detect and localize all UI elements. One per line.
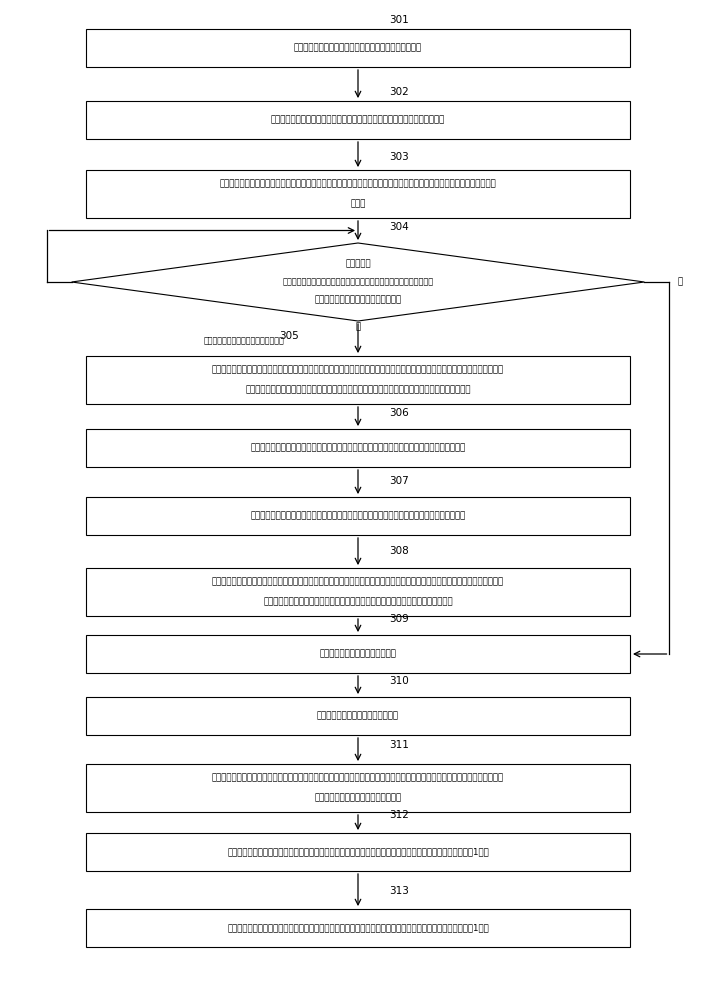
Text: 305: 305 [279, 331, 299, 341]
Text: 是否还有未进行可用性确定的预约时段: 是否还有未进行可用性确定的预约时段 [314, 296, 402, 304]
Text: 303: 303 [389, 152, 409, 162]
Text: 针对所述业务对象的第二线路服务时段: 针对所述业务对象的第二线路服务时段 [314, 794, 402, 802]
Text: 接收用户终端发送的选择的预约时段: 接收用户终端发送的选择的预约时段 [317, 712, 399, 720]
Text: 310: 310 [389, 676, 409, 686]
Text: 306: 306 [389, 408, 409, 418]
Text: 根据该未进行可用性确定的预约时段和所述配送时长，确定每一所述物流节点的标识所表示的物流节点针对所述业务对象的第一节: 根据该未进行可用性确定的预约时段和所述配送时长，确定每一所述物流节点的标识所表示… [212, 365, 504, 374]
Bar [86, 697, 630, 735]
Text: 是: 是 [355, 322, 361, 331]
Text: 判断从所述: 判断从所述 [345, 259, 371, 268]
Text: 301: 301 [389, 15, 409, 25]
Bar [86, 833, 630, 871]
Bar [86, 101, 630, 139]
Text: 在获得的每一物流节点的可用预约容量和每一物流线路的可用预约容量均大于设定值时，确定该未进行可用性确定的预约时段为可: 在获得的每一物流节点的可用预约容量和每一物流线路的可用预约容量均大于设定值时，确… [212, 578, 504, 586]
Text: 查询物流节点预约容量表，获得每一所述物流节点在其对应的第一节点服务时段的可用预约容量: 查询物流节点预约容量表，获得每一所述物流节点在其对应的第一节点服务时段的可用预约… [251, 444, 465, 452]
Text: 308: 308 [389, 546, 409, 556]
Text: 309: 309 [389, 614, 409, 624]
Bar [86, 429, 630, 467]
Bar [86, 764, 630, 812]
Text: 修改所述物流线路预约容量表，针对每一所述物流线路，对其对应的第二线路服务时段的可用预约容量执行减1操作: 修改所述物流线路预约容量表，针对每一所述物流线路，对其对应的第二线路服务时段的可… [227, 924, 489, 932]
Bar [86, 29, 630, 67]
Bar [86, 909, 630, 947]
Text: 向所述用户终端发送预约响应消息: 向所述用户终端发送预约响应消息 [319, 650, 397, 658]
Text: 307: 307 [389, 476, 409, 486]
Bar [86, 497, 630, 535]
Bar [86, 568, 630, 616]
Text: 311: 311 [389, 740, 409, 750]
Text: 313: 313 [389, 886, 409, 896]
Polygon shape [72, 243, 644, 321]
Text: 查询物流线路预约容量表，获得每一所述物流线路在其对应的第一线路服务时段的可用预约容量: 查询物流线路预约容量表，获得每一所述物流线路在其对应的第一线路服务时段的可用预约… [251, 512, 465, 520]
Text: 312: 312 [389, 810, 409, 820]
Bar [86, 356, 630, 404]
Text: 根据所述配送时长和所述选择的预约时段，确定每一所述物流节点针对所述业务对象的第二节点服务时段，以及每一所述物流线路: 根据所述配送时长和所述选择的预约时段，确定每一所述物流节点针对所述业务对象的第二… [212, 774, 504, 782]
Bar [86, 170, 630, 218]
Text: 304: 304 [389, 222, 409, 232]
Text: 服务器接收用户终端发送的针对业务对象的预约请求消息: 服务器接收用户终端发送的针对业务对象的预约请求消息 [294, 43, 422, 52]
Text: 修改所述物流节点预约容量表，针对每一所述物流节点，对其对应的第二节点服务时段的可用预约容量执行减1操作: 修改所述物流节点预约容量表，针对每一所述物流节点，对其对应的第二节点服务时段的可… [227, 848, 489, 856]
Text: 确定将所述业务对象所对应的商品或货物从所述发货地址送达所述收货地址需要途经的每一物流节点的标识和每一物流线路: 确定将所述业务对象所对应的商品或货物从所述发货地址送达所述收货地址需要途经的每一… [220, 179, 496, 188]
Text: 预约开始时间到所述预约截止时间这段时间内的部分或全部预约时段中: 预约开始时间到所述预约截止时间这段时间内的部分或全部预约时段中 [282, 277, 434, 286]
Text: 的标识: 的标识 [350, 200, 366, 209]
Bar [86, 635, 630, 673]
Text: 用预约时段，并将该未进行可用性确定的预约时记录为已进行可用性确定的预约时段: 用预约时段，并将该未进行可用性确定的预约时记录为已进行可用性确定的预约时段 [263, 598, 453, 606]
Text: 302: 302 [389, 87, 409, 97]
Text: 点服务时段，以及每一所述物流线路的标识所表示的物流线路针对所述业务对象的第一线路服务时段: 点服务时段，以及每一所述物流线路的标识所表示的物流线路针对所述业务对象的第一线路… [246, 385, 470, 394]
Text: 选择一个未进行可用性确定的预约时段: 选择一个未进行可用性确定的预约时段 [204, 336, 285, 345]
Text: 否: 否 [678, 277, 683, 286]
Text: 根据当前时间和所述业务对象的配送时长，确定预约开始时间和预约截止时间: 根据当前时间和所述业务对象的配送时长，确定预约开始时间和预约截止时间 [271, 115, 445, 124]
